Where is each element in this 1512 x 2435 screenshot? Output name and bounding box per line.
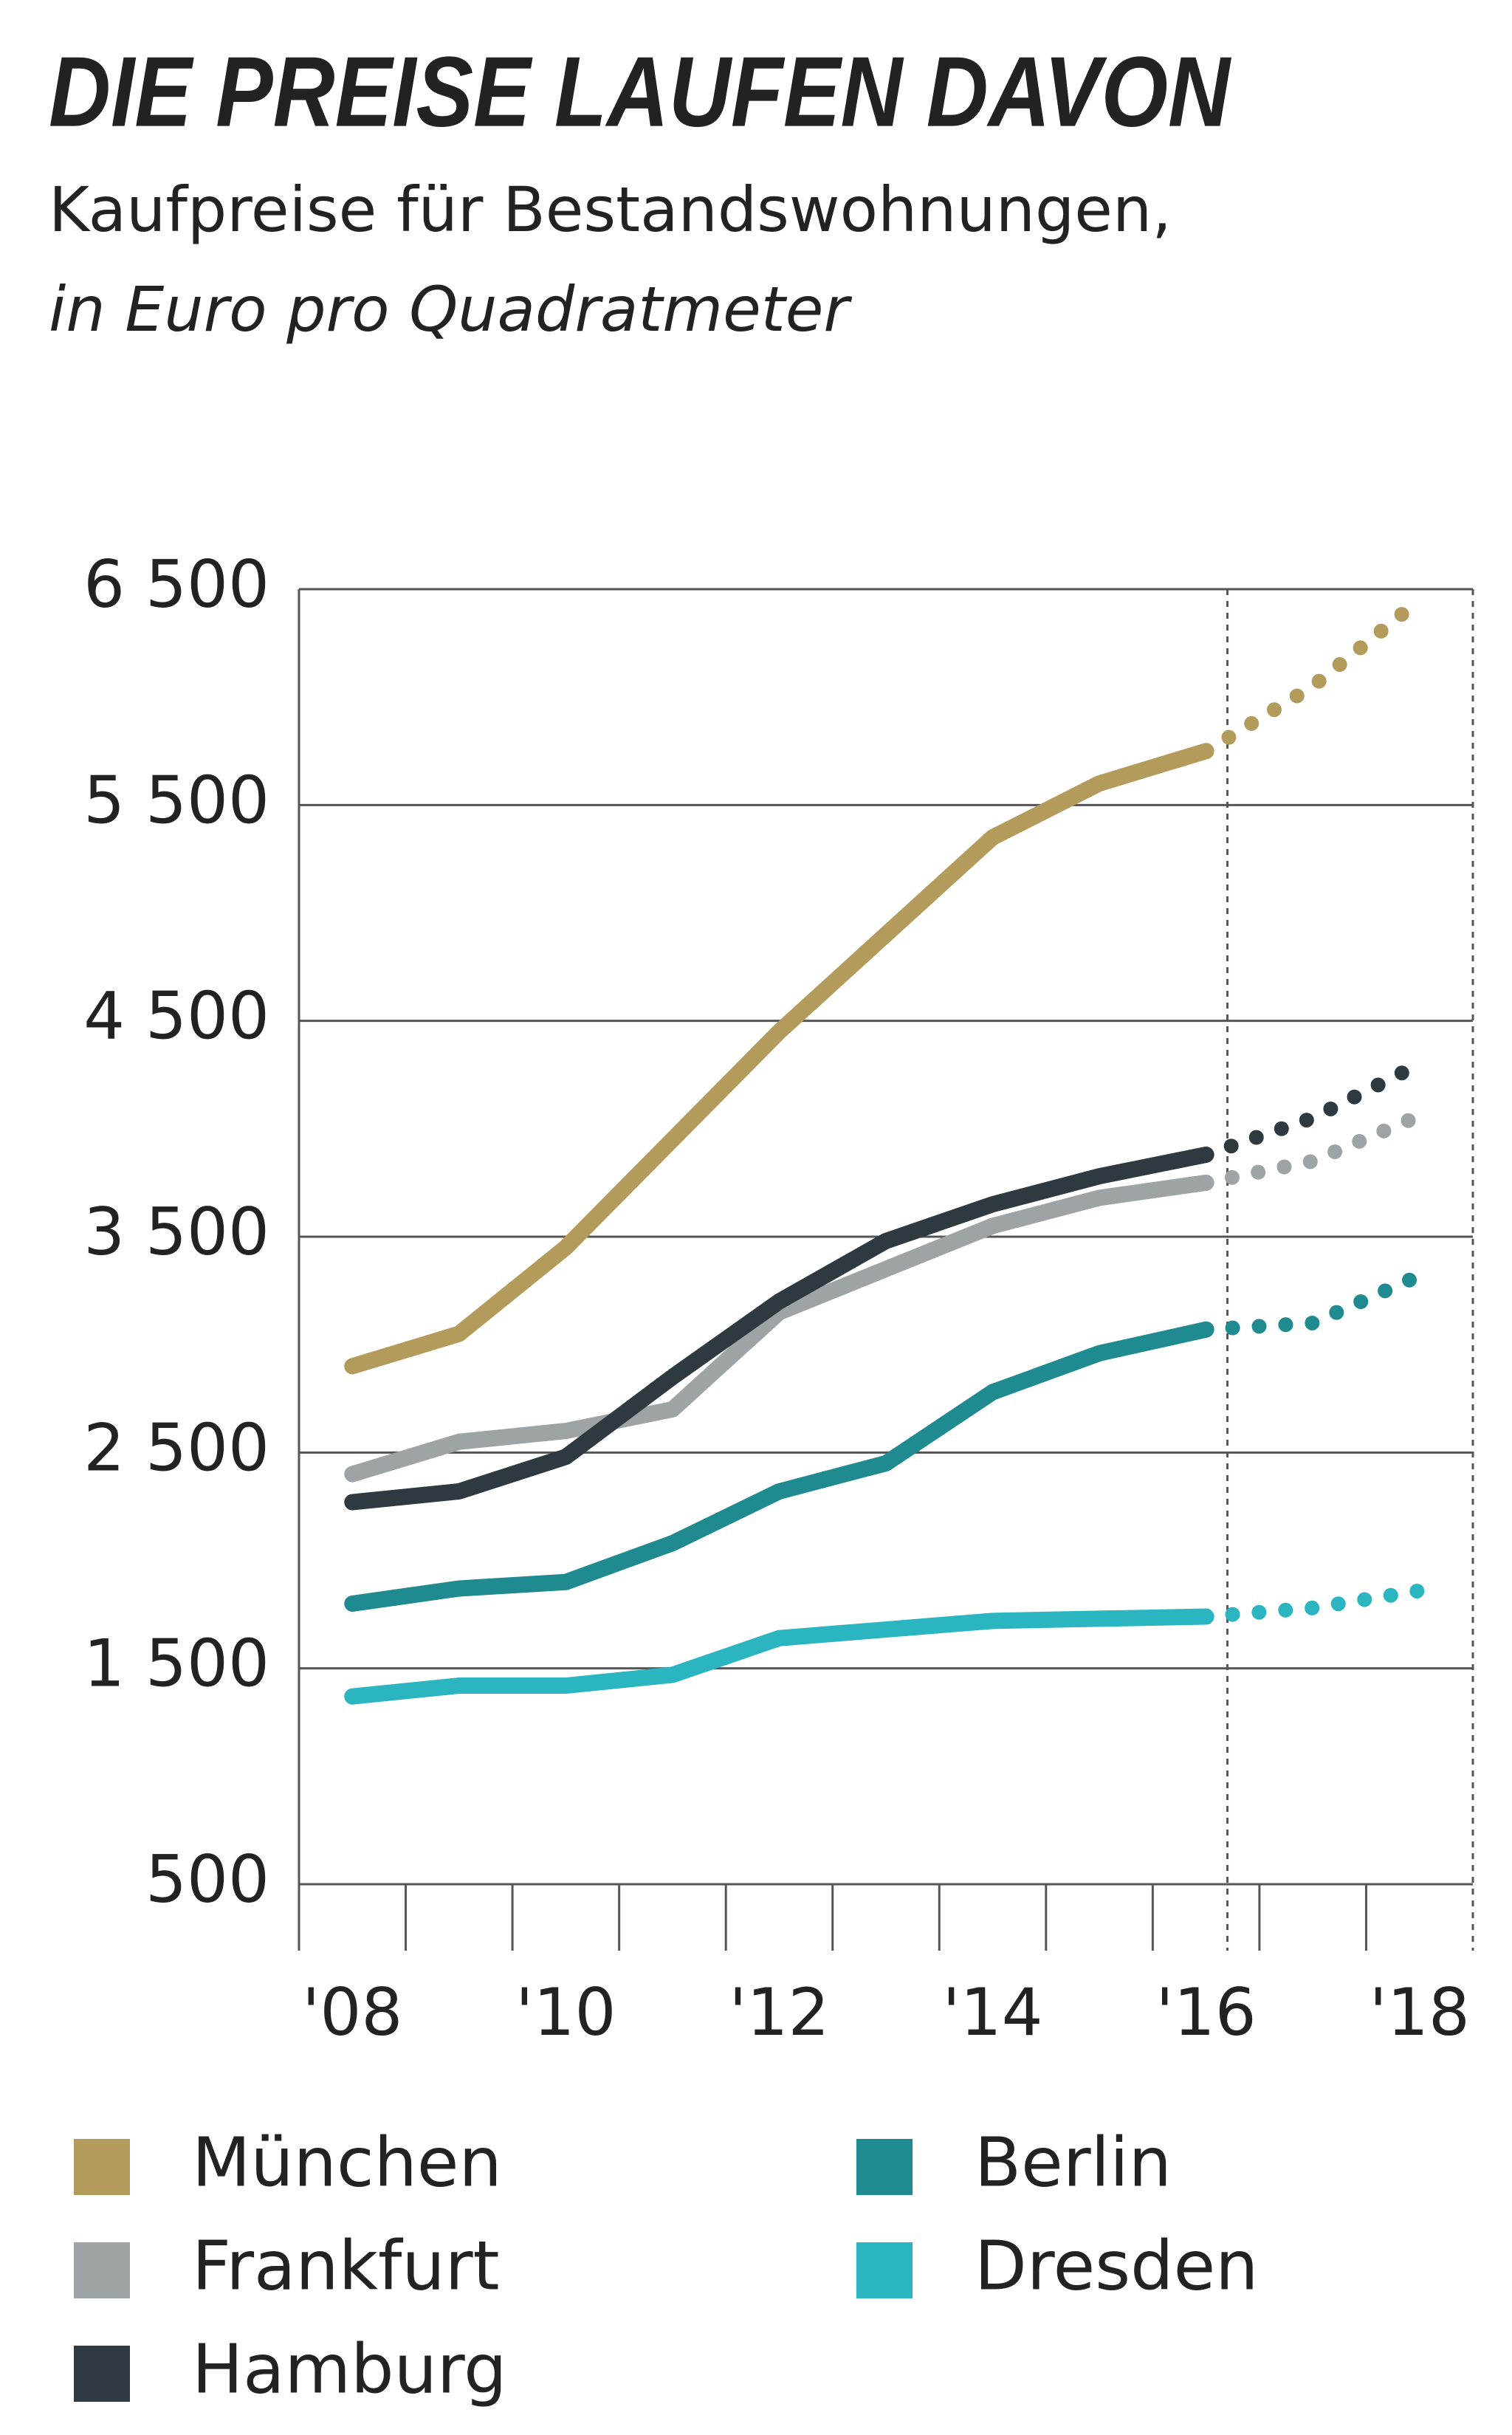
legend-swatch	[74, 2242, 130, 2298]
series-line	[344, 1608, 1214, 1705]
legend-label: Hamburg	[192, 2329, 507, 2408]
legend-swatch	[74, 2139, 130, 2195]
y-tick-label: 2 500	[83, 1409, 269, 1486]
legend-label: Berlin	[975, 2123, 1172, 2202]
y-tick-label: 1 500	[83, 1626, 269, 1702]
series-line	[344, 1146, 1214, 1511]
forecast-line	[1198, 1108, 1427, 1190]
chart-subtitle: in Euro pro Quadratmeter	[49, 273, 852, 346]
forecast-line	[1198, 1268, 1427, 1337]
chart-title: DIE PREISE LAUFEN DAVON	[49, 36, 1231, 148]
forecast-line	[1198, 1057, 1427, 1162]
chart-subtitle: Kaufpreise für Bestandswohnungen,	[49, 174, 1172, 246]
x-tick-label: '10	[515, 1974, 616, 2050]
y-tick-label: 500	[145, 1841, 269, 1917]
y-tick-label: 4 500	[83, 978, 269, 1054]
x-tick-label: '12	[729, 1974, 829, 2050]
legend-swatch	[856, 2139, 913, 2195]
series-line	[344, 1321, 1214, 1612]
legend-swatch	[74, 2346, 130, 2402]
y-tick-label: 3 500	[83, 1194, 269, 1270]
legend-swatch	[856, 2242, 913, 2298]
series-line	[344, 1174, 1214, 1483]
x-tick-label: '18	[1370, 1974, 1470, 2050]
forecast-line	[1198, 592, 1427, 759]
legend-label: Dresden	[975, 2226, 1259, 2305]
y-tick-label: 5 500	[83, 762, 269, 838]
x-tick-label: '14	[942, 1974, 1042, 2050]
legend-label: Frankfurt	[192, 2226, 500, 2305]
forecast-line	[1198, 1583, 1427, 1624]
legend-label: München	[192, 2123, 502, 2202]
x-tick-label: '16	[1156, 1974, 1257, 2050]
series-line	[344, 743, 1214, 1375]
x-tick-label: '08	[302, 1974, 402, 2050]
y-tick-label: 6 500	[83, 546, 269, 622]
